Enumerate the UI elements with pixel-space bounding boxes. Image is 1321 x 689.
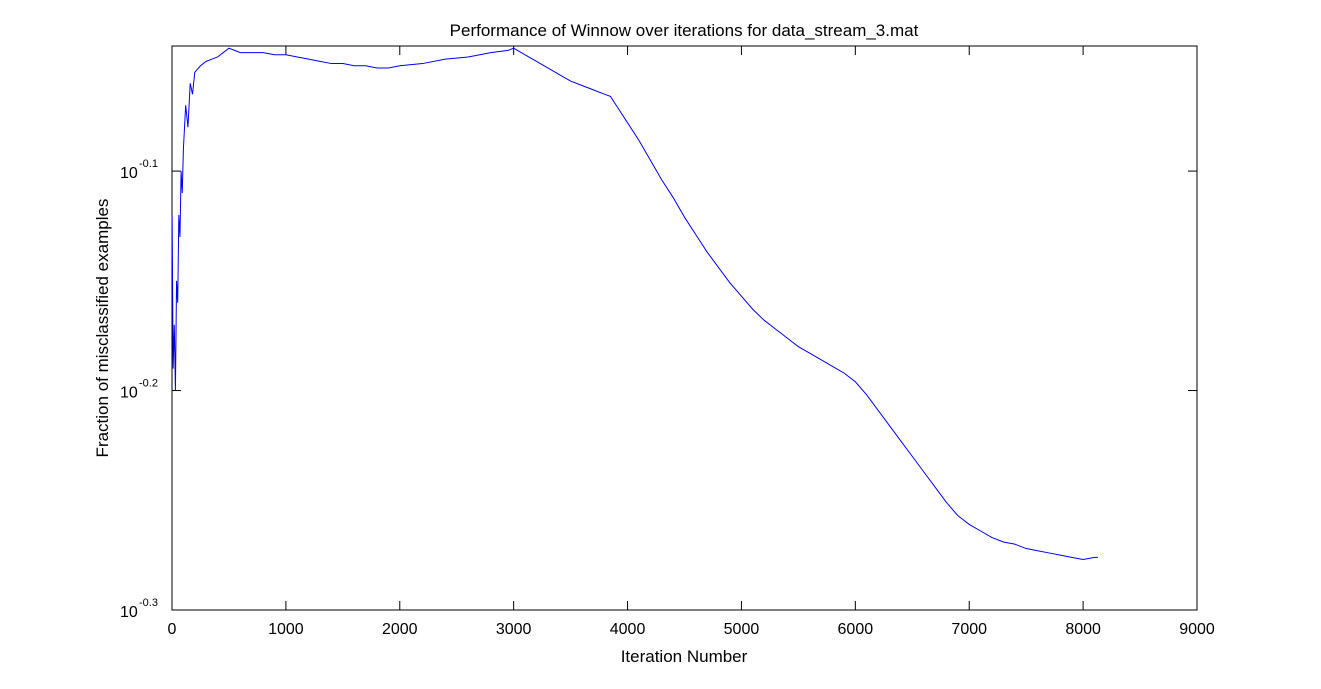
x-tick-label: 4000 [610, 621, 646, 638]
x-tick-label: 0 [168, 621, 177, 638]
y-tick-label-base: 10 [120, 604, 138, 621]
x-axis-label: Iteration Number [621, 647, 748, 666]
y-axis-label: Fraction of misclassified examples [93, 199, 112, 458]
x-tick-label: 8000 [1065, 621, 1101, 638]
x-tick-label: 9000 [1179, 621, 1215, 638]
y-tick-label-exponent: -0.1 [139, 158, 158, 170]
y-tick-label-exponent: -0.2 [139, 378, 158, 390]
x-axis-ticks: 0 1000 2000 3000 4000 5000 6000 7000 8000 9000 [168, 46, 1215, 638]
plot-frame [171, 45, 1198, 611]
x-tick-label: 1000 [268, 621, 304, 638]
x-tick-label: 5000 [724, 621, 760, 638]
chart-title: Performance of Winnow over iterations fo… [450, 21, 919, 40]
y-tick-label-base: 10 [120, 165, 138, 182]
y-axis-ticks: 10-0.110-0.210-0.3 [120, 158, 1197, 621]
x-tick-label: 2000 [382, 621, 418, 638]
series-line [171, 47, 1098, 561]
y-tick-label-exponent: -0.3 [139, 597, 158, 609]
x-tick-label: 6000 [838, 621, 874, 638]
x-tick-label: 3000 [496, 621, 532, 638]
x-tick-label: 7000 [951, 621, 987, 638]
y-tick-label-base: 10 [120, 385, 138, 402]
